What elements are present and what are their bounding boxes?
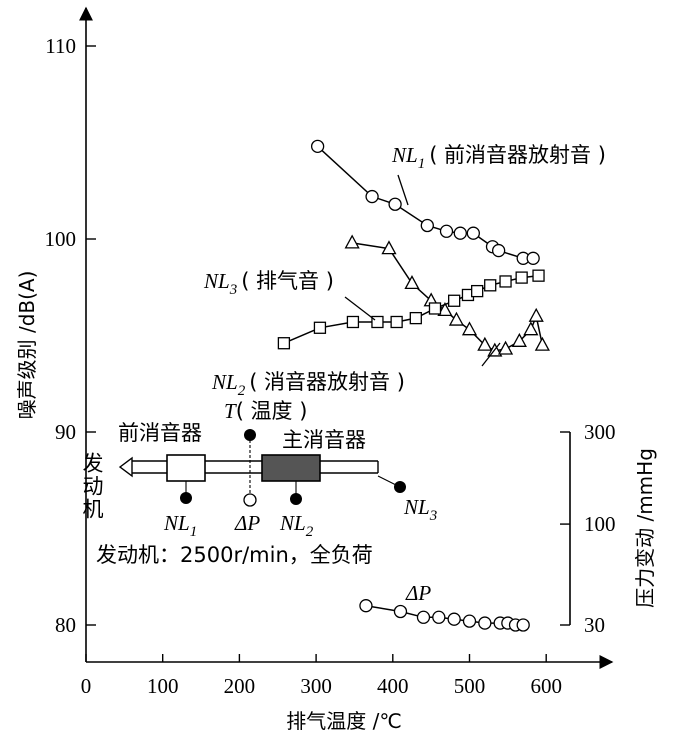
data-point <box>484 279 497 292</box>
x-tick-label: 500 <box>454 674 486 698</box>
nl2-probe-dot <box>290 493 302 505</box>
x-tick-label: 300 <box>300 674 332 698</box>
x-ticks: 0 100 200 300 400 500 600 <box>81 654 562 698</box>
data-point <box>461 321 478 336</box>
data-point <box>497 340 514 355</box>
pressure-axis-label: 压力变动 /mmHg <box>633 448 657 608</box>
nl2-label: NL2( 消音器放射音 ) <box>211 370 405 399</box>
data-point <box>534 336 550 351</box>
nl1-label: NL1( 前消音器放射音 ) <box>391 143 606 172</box>
data-point <box>447 612 461 626</box>
data-point <box>388 197 402 211</box>
y-axis-label: 噪声级别 /dB(A) <box>15 271 39 420</box>
dp-probe-circle <box>243 493 257 507</box>
x-axis-label: 排气温度 /℃ <box>286 709 402 733</box>
x-tick-label: 100 <box>147 674 179 698</box>
series-line <box>351 242 544 352</box>
series-0 <box>310 139 540 265</box>
temp-probe-dot <box>244 429 256 441</box>
x-tick-label: 200 <box>224 674 256 698</box>
x-tick-label: 400 <box>377 674 409 698</box>
y-tick-label: 90 <box>55 420 76 444</box>
y-ticks: 80 90 100 110 <box>45 34 96 637</box>
data-point <box>448 311 465 326</box>
pressure-tick-label: 30 <box>584 613 605 637</box>
data-point <box>471 284 484 298</box>
temp-label: T( 温度 ) <box>224 399 307 423</box>
nl1-leader <box>397 174 409 206</box>
engine-label: 发动机 <box>80 452 104 521</box>
series-layer <box>277 139 550 632</box>
series-3 <box>359 599 530 632</box>
data-point <box>432 610 446 624</box>
data-point <box>381 240 397 255</box>
data-point <box>416 610 431 624</box>
data-point <box>393 604 408 619</box>
data-point <box>439 224 454 238</box>
data-point <box>462 614 477 628</box>
data-point <box>313 321 327 334</box>
data-point <box>528 307 544 322</box>
data-point <box>346 315 360 329</box>
y-tick-label: 110 <box>45 34 76 58</box>
data-point <box>532 269 545 282</box>
exhaust-system-diagram: 发动机 前消音器 主消音器 T( 温度 ) NL1 ΔP NL2 NL3 <box>80 399 437 540</box>
x-tick-label: 600 <box>530 674 562 698</box>
data-point <box>310 139 325 154</box>
nl1-probe-dot <box>180 492 192 504</box>
data-point <box>359 599 373 613</box>
nl3-label: NL3( 排气音 ) <box>203 269 334 298</box>
data-point <box>277 337 291 350</box>
nl3-probe-label: NL3 <box>403 495 437 524</box>
data-point <box>420 218 434 233</box>
nl2-probe-label: NL2 <box>279 511 314 540</box>
front-muffler-label: 前消音器 <box>118 421 202 445</box>
nl3-probe-dot <box>394 481 406 493</box>
data-point <box>478 616 492 630</box>
data-point <box>448 294 461 307</box>
data-point <box>499 275 512 288</box>
data-point <box>409 311 422 325</box>
dp-probe-label: ΔP <box>234 511 260 535</box>
pressure-ticks: 30 100 300 <box>560 420 616 637</box>
y-tick-label: 100 <box>45 227 77 251</box>
main-muffler-box <box>261 454 321 482</box>
data-point <box>526 251 540 265</box>
data-point <box>365 189 379 204</box>
dp-series-label: ΔP <box>405 581 431 605</box>
data-point <box>511 332 527 347</box>
data-point <box>344 234 360 249</box>
pressure-tick-label: 100 <box>584 512 616 536</box>
nl3-leader <box>344 296 376 321</box>
pressure-tick-label: 300 <box>584 420 616 444</box>
data-point <box>404 275 420 290</box>
nl1-probe-label: NL1 <box>163 511 197 540</box>
data-point <box>437 302 453 317</box>
x-tick-label: 0 <box>81 674 92 698</box>
series-2 <box>277 269 545 350</box>
main-muffler-label: 主消音器 <box>282 428 366 452</box>
data-point <box>516 618 530 632</box>
data-point <box>477 336 493 351</box>
flow-arrow <box>118 456 133 478</box>
nl3-probe-line <box>377 475 397 486</box>
data-point <box>491 243 506 258</box>
data-point <box>466 226 480 240</box>
y-tick-label: 80 <box>55 613 76 637</box>
data-point <box>428 302 442 315</box>
front-muffler-box <box>166 454 206 482</box>
data-point <box>371 315 384 329</box>
operating-condition: 发动机：2500r/min，全负荷 <box>96 543 373 567</box>
data-point <box>453 226 467 240</box>
data-point <box>523 321 539 336</box>
data-point <box>515 271 528 284</box>
data-point <box>390 315 403 329</box>
nl2-leader <box>481 342 501 367</box>
